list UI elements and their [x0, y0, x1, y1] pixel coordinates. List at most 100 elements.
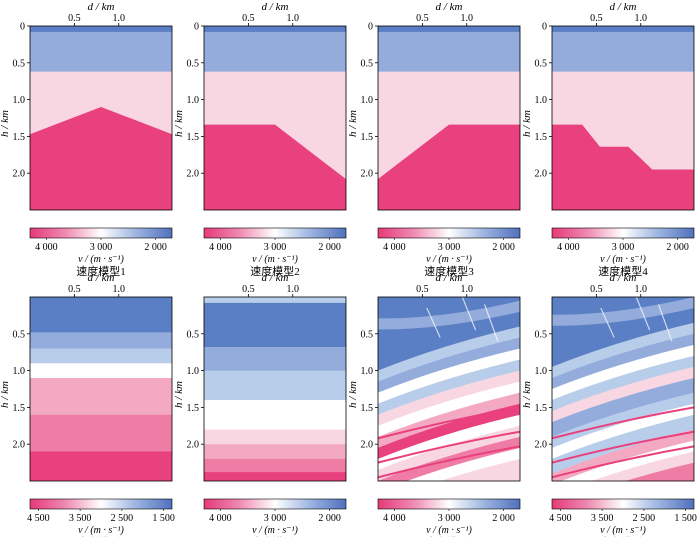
- panel-frame: [551, 25, 695, 211]
- stratum-16: [625, 462, 694, 481]
- y-tick-label: 1.0: [13, 366, 26, 377]
- colorbar: [29, 227, 173, 239]
- colorbar-tick-label: 3 000: [612, 242, 635, 253]
- y-tick-label: 1.5: [361, 132, 374, 143]
- colorbar-tick-label: 4 000: [35, 242, 58, 253]
- fault-line-3: [426, 307, 441, 338]
- y-tick-label: 1.5: [361, 403, 374, 414]
- y-axis-label: h / km: [0, 381, 11, 408]
- panel-body: [30, 297, 172, 481]
- panel-title: 速度模型2: [250, 264, 300, 278]
- y-tick-label: 1.5: [187, 132, 200, 143]
- y-tick-label: 1.0: [361, 366, 374, 377]
- x-tick-label: 1.0: [287, 13, 300, 24]
- x-tick-label: 0.5: [242, 13, 255, 24]
- colorbar-tick-label: 2 000: [492, 513, 515, 524]
- colorbar-label: v / (m · s⁻¹): [252, 525, 298, 536]
- y-axis-label: h / km: [173, 110, 185, 137]
- panel-frame: [377, 296, 521, 482]
- colorbar-tick-label: 2 000: [144, 242, 167, 253]
- reflector-1: [378, 406, 520, 440]
- colorbar-tick-label: 3 000: [438, 513, 461, 524]
- x-tick-label: 0.5: [590, 284, 603, 295]
- velocity-layer-9: [204, 472, 346, 481]
- velocity-layer-7: [30, 451, 172, 481]
- y-tick-label: 1.0: [535, 95, 548, 106]
- panel-frame: [551, 296, 695, 482]
- y-axis-label: h / km: [0, 110, 11, 137]
- x-tick-label: 1.0: [461, 13, 474, 24]
- colorbar-tick-label: 4 500: [27, 513, 50, 524]
- colorbar-tick-label: 2 500: [633, 513, 656, 524]
- y-tick-label: 2.0: [361, 440, 374, 451]
- velocity-layer-3: [552, 124, 694, 210]
- velocity-layer-3: [30, 106, 172, 210]
- panel-frame: [203, 25, 347, 211]
- y-tick-label: 1.5: [535, 132, 548, 143]
- panel-frame: [29, 25, 173, 211]
- y-axis-label: h / km: [521, 381, 533, 408]
- colorbar-tick-label: 2 000: [318, 513, 341, 524]
- panel-body: [378, 297, 520, 481]
- fault-line-2: [657, 304, 673, 342]
- y-axis-label: h / km: [521, 110, 533, 137]
- y-tick-label: 0.5: [535, 58, 548, 69]
- colorbar-tick-label: 1 500: [152, 513, 175, 524]
- x-tick-label: 1.0: [461, 284, 474, 295]
- x-tick-label: 0.5: [416, 13, 429, 24]
- colorbar: [203, 227, 347, 239]
- y-tick-label: 1.5: [13, 403, 26, 414]
- colorbar-tick-label: 4 000: [209, 242, 232, 253]
- reflector-2: [378, 430, 520, 464]
- y-tick-label: 0.5: [187, 58, 200, 69]
- panel-frame: [203, 296, 347, 482]
- y-tick-label: 0.5: [13, 58, 26, 69]
- colorbar-tick-label: 3 000: [264, 513, 287, 524]
- reflector-3: [378, 445, 520, 479]
- y-tick-label: 1.0: [13, 95, 26, 106]
- panel-body: [204, 26, 346, 210]
- x-axis-label: d / km: [436, 1, 463, 13]
- colorbar-tick-label: 4 000: [209, 513, 232, 524]
- x-tick-label: 1.0: [635, 13, 648, 24]
- velocity-layer-3: [204, 124, 346, 210]
- reflector-1: [552, 406, 694, 440]
- fault-line-2: [483, 304, 499, 342]
- y-tick-label: 2.0: [361, 169, 374, 180]
- y-tick-label: 2.0: [13, 169, 26, 180]
- reflector-2: [552, 430, 694, 464]
- x-axis-label: d / km: [610, 272, 637, 284]
- colorbar-label: v / (m · s⁻¹): [252, 254, 298, 265]
- colorbar-tick-label: 2 000: [492, 242, 515, 253]
- colorbar: [203, 498, 347, 510]
- y-tick-label: 0.5: [361, 329, 374, 340]
- x-tick-label: 0.5: [242, 284, 255, 295]
- colorbar: [29, 498, 173, 510]
- panel-title: 速度模型1: [76, 264, 126, 278]
- y-axis-label: h / km: [347, 381, 359, 408]
- y-axis-label: h / km: [173, 381, 185, 408]
- x-tick-label: 1.0: [287, 284, 300, 295]
- colorbar-tick-label: 4 000: [383, 242, 406, 253]
- panel-7: d / km0.5 1.0h / km0.51.01.52.04 000 3 000…: [347, 272, 521, 537]
- x-axis-label: d / km: [610, 1, 637, 13]
- colorbar-tick-label: 3 000: [438, 242, 461, 253]
- y-tick-label: 0.5: [361, 58, 374, 69]
- x-axis-label: d / km: [88, 1, 115, 13]
- y-tick-label: 0.5: [535, 329, 548, 340]
- panel-frame: [29, 296, 173, 482]
- colorbar-tick-label: 3 000: [264, 242, 287, 253]
- colorbar-tick-label: 4 000: [557, 242, 580, 253]
- x-tick-label: 0.5: [68, 284, 81, 295]
- y-tick-label: 1.0: [187, 95, 200, 106]
- y-tick-label: 2.0: [13, 440, 26, 451]
- y-tick-label: 1.0: [535, 366, 548, 377]
- reflector-3: [552, 445, 694, 479]
- y-tick-label: 1.5: [13, 132, 26, 143]
- colorbar-tick-label: 1 500: [674, 513, 697, 524]
- panel-title: 速度模型4: [598, 264, 648, 278]
